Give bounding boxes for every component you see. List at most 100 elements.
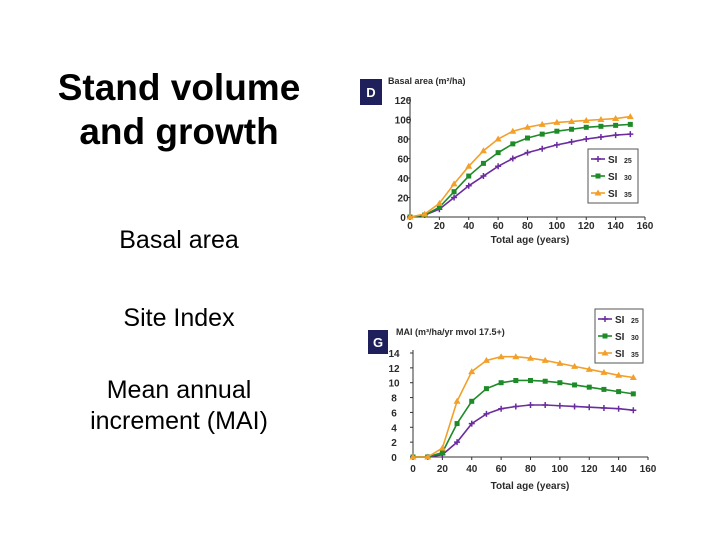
data-point <box>421 210 429 217</box>
series-line <box>409 115 631 218</box>
data-point <box>483 386 489 392</box>
data-point <box>627 121 633 127</box>
data-point <box>495 150 501 156</box>
x-tick-label: 60 <box>496 464 508 475</box>
data-point <box>465 182 472 189</box>
data-point <box>568 138 575 145</box>
data-point <box>583 136 590 142</box>
y-tick-label: 8 <box>391 394 397 405</box>
data-point <box>498 405 505 412</box>
y-tick-label: 0 <box>391 453 397 464</box>
data-point <box>439 450 445 456</box>
data-point <box>495 163 502 170</box>
x-axis-title: Total age (years) <box>491 481 570 492</box>
series-line <box>413 404 634 458</box>
y-tick-label: 0 <box>400 213 406 224</box>
data-point <box>600 404 607 411</box>
y-tick-label: 60 <box>397 155 409 166</box>
x-tick-label: 0 <box>407 221 413 232</box>
data-point <box>630 407 637 414</box>
data-point <box>466 173 472 179</box>
y-tick-label: 10 <box>388 379 400 390</box>
data-point <box>612 115 620 122</box>
x-tick-label: 60 <box>493 221 505 232</box>
data-point <box>454 421 460 427</box>
data-point <box>554 128 560 134</box>
y-tick-label: 14 <box>388 349 400 360</box>
data-point <box>615 371 623 378</box>
legend-marker <box>595 173 601 179</box>
data-point <box>612 132 619 139</box>
data-point <box>528 377 533 383</box>
data-point <box>509 127 517 134</box>
data-point <box>598 123 604 129</box>
x-tick-label: 80 <box>525 464 537 475</box>
bullet-mai: Mean annual increment (MAI) <box>20 375 338 437</box>
data-point <box>527 402 534 408</box>
data-point <box>597 134 604 141</box>
data-point <box>480 173 487 180</box>
series-si-30 <box>410 377 636 460</box>
legend-marker <box>602 333 608 339</box>
data-point <box>556 359 564 366</box>
data-point <box>435 199 443 206</box>
legend-suffix: 35 <box>624 192 632 199</box>
x-tick-label: 20 <box>434 221 446 232</box>
legend-label: SI <box>615 315 625 326</box>
data-point <box>542 402 549 408</box>
data-point <box>586 404 593 411</box>
data-point <box>557 380 563 386</box>
data-point <box>569 126 575 132</box>
legend-suffix: 30 <box>631 335 639 342</box>
data-point <box>512 353 520 360</box>
data-point <box>556 402 563 409</box>
data-point <box>583 124 589 130</box>
data-point <box>465 162 473 169</box>
data-point <box>629 374 637 381</box>
data-point <box>480 160 486 166</box>
data-point <box>494 135 502 142</box>
data-point <box>582 116 590 123</box>
data-point <box>586 384 592 390</box>
data-point <box>436 204 442 210</box>
data-point <box>513 377 519 383</box>
data-point <box>469 398 475 404</box>
data-point <box>454 439 461 446</box>
title-line-2: and growth <box>79 111 279 152</box>
legend-marker <box>601 349 609 356</box>
data-point <box>510 141 516 147</box>
legend-label: SI <box>615 349 625 360</box>
data-point <box>468 420 475 427</box>
data-point <box>512 403 519 410</box>
data-point <box>497 353 505 360</box>
series-line <box>413 379 634 458</box>
data-point <box>568 117 576 124</box>
data-point <box>527 354 534 361</box>
legend-label: SI <box>615 332 625 343</box>
x-tick-label: 40 <box>463 221 475 232</box>
data-point <box>553 118 561 125</box>
data-point <box>406 213 414 220</box>
data-point <box>524 123 531 130</box>
data-point <box>451 194 458 201</box>
data-point <box>509 155 516 162</box>
panel-badge <box>360 79 382 105</box>
bullet-basal-area: Basal area <box>119 226 239 254</box>
y-tick-label: 12 <box>388 364 400 375</box>
y-tick-label: 20 <box>397 194 409 205</box>
y-tick-label: 2 <box>391 438 397 449</box>
y-tick-label: 4 <box>391 423 397 434</box>
panel-badge <box>368 330 388 354</box>
series-si-35 <box>409 353 637 460</box>
data-point <box>498 380 504 386</box>
x-tick-label: 20 <box>437 464 449 475</box>
data-point <box>615 405 622 412</box>
data-point <box>572 382 578 388</box>
x-tick-label: 100 <box>549 221 566 232</box>
x-tick-label: 140 <box>607 221 624 232</box>
y-tick-label: 120 <box>395 96 412 107</box>
data-point <box>553 141 560 148</box>
data-point <box>571 403 578 410</box>
data-point <box>479 147 487 154</box>
